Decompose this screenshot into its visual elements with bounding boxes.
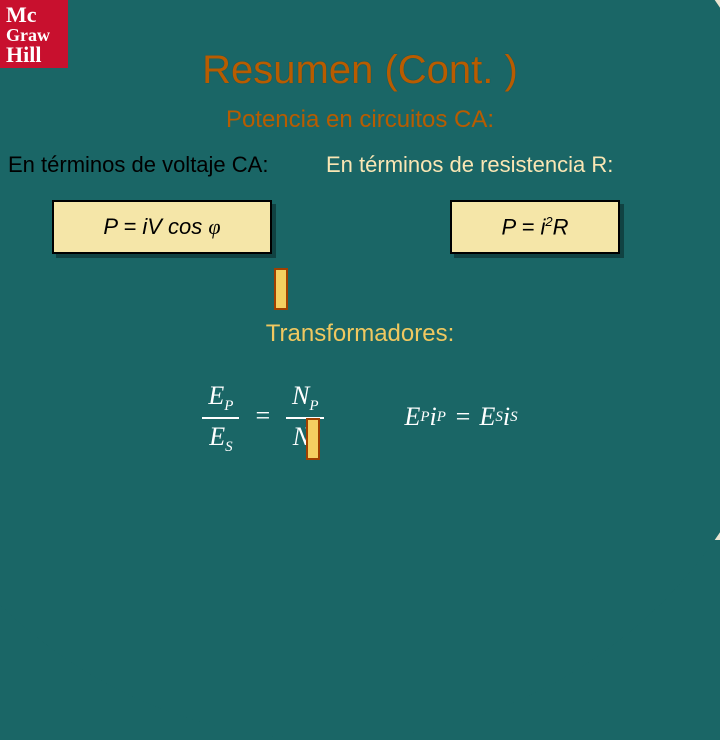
- subheading-transformers: Transformadores:: [0, 320, 720, 348]
- eq-sym: i: [503, 402, 510, 432]
- formula-text: V cos: [147, 214, 208, 239]
- marker-icon: [274, 268, 288, 310]
- formula-power-voltage: P = iV cos φ: [52, 200, 272, 254]
- formula-text: P = i: [103, 214, 147, 239]
- eq-sym: E: [208, 381, 224, 410]
- eq-sym: E: [209, 422, 225, 451]
- formula-text: R: [553, 214, 569, 239]
- formula-power-resistance: P = i2R: [450, 200, 620, 254]
- eq-sub: P: [224, 398, 233, 414]
- eq-sub: P: [309, 398, 318, 414]
- label-voltage: En términos de voltaje CA:: [8, 152, 268, 178]
- eq-sym: i: [430, 402, 437, 432]
- eq-sub: S: [510, 409, 518, 426]
- eq-sub: P: [437, 409, 446, 426]
- eq-sub: S: [225, 439, 233, 455]
- formula-exponent: 2: [545, 214, 552, 229]
- formula-text: P = i: [502, 214, 546, 239]
- equals-sign: =: [254, 401, 272, 430]
- slide-title: Resumen (Cont. ): [0, 48, 720, 93]
- phi-symbol: φ: [208, 214, 220, 239]
- logo-line: Mc: [6, 4, 62, 26]
- eq-sub: P: [420, 409, 429, 426]
- marker-icon: [306, 418, 320, 460]
- eq-sym: E: [404, 402, 420, 432]
- transformer-equations: EP ES = NP NS EP iP = ES iS: [0, 380, 720, 456]
- equals-sign: =: [454, 402, 472, 432]
- eq-sym: E: [480, 402, 496, 432]
- label-resistance: En términos de resistencia R:: [326, 152, 613, 178]
- eq-sym: N: [292, 381, 309, 410]
- slide-subtitle: Potencia en circuitos CA:: [0, 106, 720, 134]
- equation-power-balance: EP iP = ES iS: [404, 402, 517, 432]
- eq-sub: S: [495, 409, 503, 426]
